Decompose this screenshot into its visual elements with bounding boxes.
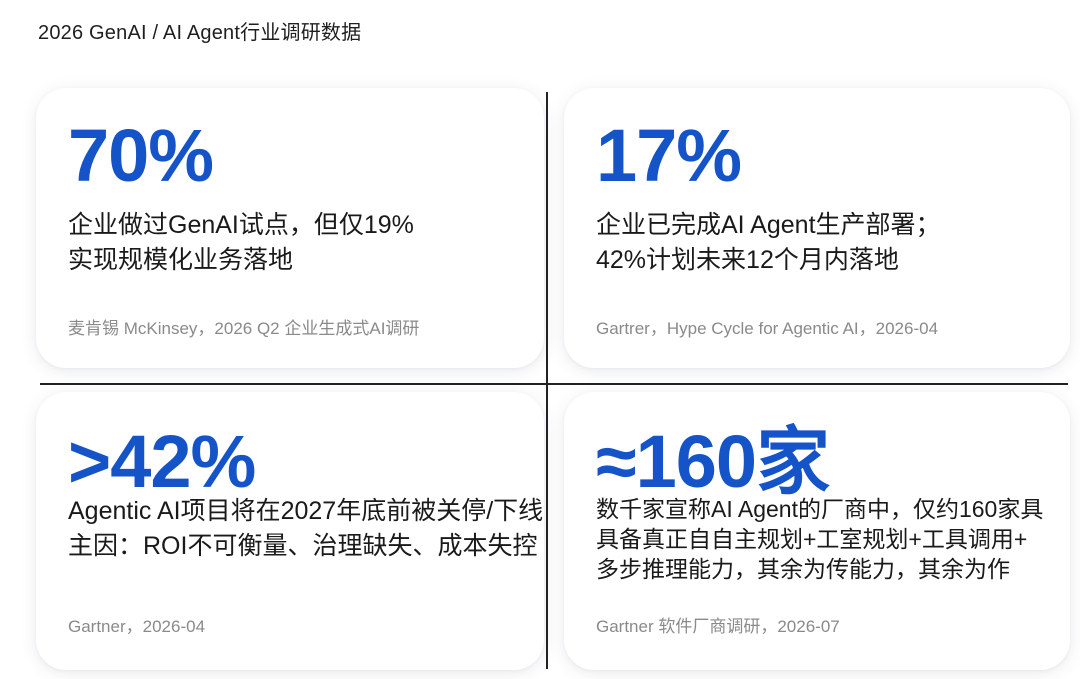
description-line: 企业已完成AI Agent生产部署； — [596, 211, 941, 239]
description-line: 主因：ROI不可衡量、治理缺失、成本失控 — [68, 532, 538, 560]
description-line: Agentic AI项目将在2027年底前被关停/下线 — [68, 497, 544, 525]
stat-value: 70% — [68, 114, 214, 197]
stat-source: Gartrer，Hype Cycle for Agentic AI，2026-0… — [596, 319, 939, 338]
stat-source: Gartner，2026-04 — [68, 617, 206, 636]
stat-value: >42% — [68, 420, 256, 503]
vertical-divider — [546, 92, 548, 669]
stat-source: 麦肯锡 McKinsey，2026 Q2 企业生成式AI调研 — [68, 319, 420, 338]
stat-card-agent-deployment: 17% 企业已完成AI Agent生产部署； 42%计划未来12个月内落地 Ga… — [564, 88, 1070, 368]
stat-description: 企业做过GenAI试点，但仅19% 实现规模化业务落地 — [68, 208, 528, 278]
stat-description: Agentic AI项目将在2027年底前被关停/下线 主因：ROI不可衡量、治… — [68, 494, 544, 564]
stat-card-project-shutdown: >42% Agentic AI项目将在2027年底前被关停/下线 主因：ROI不… — [36, 392, 544, 670]
stat-card-genai-pilots: 70% 企业做过GenAI试点，但仅19% 实现规模化业务落地 麦肯锡 McKi… — [36, 88, 544, 368]
stat-source: Gartner 软件厂商调研，2026-07 — [596, 617, 840, 636]
stat-description: 企业已完成AI Agent生产部署； 42%计划未来12个月内落地 — [596, 208, 1056, 278]
horizontal-divider — [40, 383, 1068, 385]
stat-value: ≈160家 — [596, 420, 830, 503]
stat-card-vendor-count: ≈160家 数千家宣称AI Agent的厂商中，仅约160家具 具备真正自自主规… — [564, 392, 1070, 670]
stat-value: 17% — [596, 114, 742, 197]
description-line: 42%计划未来12个月内落地 — [596, 246, 899, 274]
description-line: 具备真正自自主规划+工室规划+工具调用+ — [596, 526, 1028, 552]
description-line: 数千家宣称AI Agent的厂商中，仅约160家具 — [596, 496, 1044, 522]
description-line: 多步推理能力，其余为传能力，其余为作 — [596, 556, 1010, 582]
description-line: 实现规模化业务落地 — [68, 246, 294, 274]
description-line: 企业做过GenAI试点，但仅19% — [68, 211, 414, 239]
page-title: 2026 GenAI / AI Agent行业调研数据 — [38, 22, 362, 44]
stat-description: 数千家宣称AI Agent的厂商中，仅约160家具 具备真正自自主规划+工室规划… — [596, 494, 1056, 584]
